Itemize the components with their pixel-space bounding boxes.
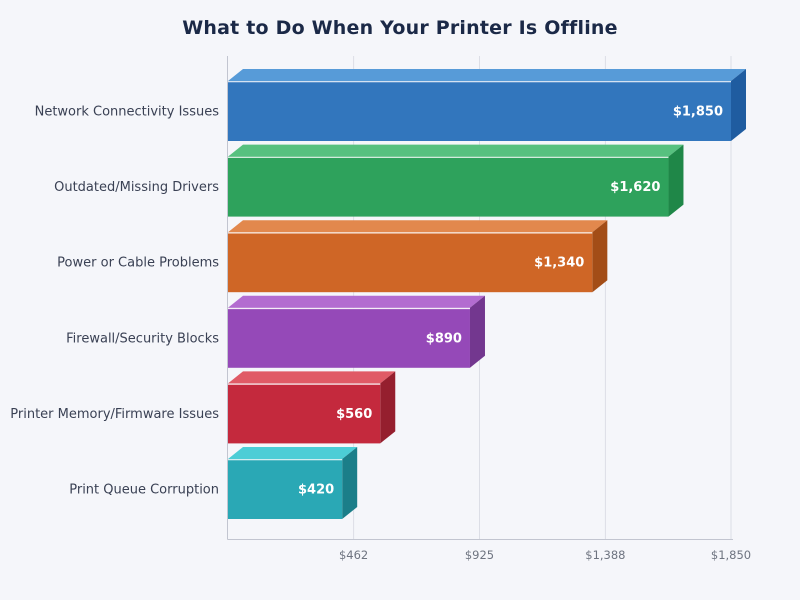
bar <box>228 232 593 293</box>
bar-value-label: $1,850 <box>673 105 723 120</box>
category-label: Outdated/Missing Drivers <box>54 180 219 195</box>
x-tick-label: $1,388 <box>585 548 625 562</box>
bar-side-face <box>469 295 485 368</box>
bar-top-face <box>228 220 608 233</box>
category-label: Firewall/Security Blocks <box>66 331 219 346</box>
bar-side-face <box>668 144 684 217</box>
bar-side-face <box>342 447 358 519</box>
category-label: Printer Memory/Firmware Issues <box>10 407 219 422</box>
category-label: Network Connectivity Issues <box>35 105 220 120</box>
x-tick-label: $925 <box>465 548 494 562</box>
bar <box>228 307 470 368</box>
bar-side-face <box>592 220 608 293</box>
chart-title: What to Do When Your Printer Is Offline <box>182 17 618 39</box>
bar-top-face <box>228 447 358 459</box>
bar-top-face <box>228 144 684 157</box>
bar-value-label: $890 <box>426 331 462 346</box>
bar-side-face <box>380 371 396 444</box>
bar-top-face <box>228 69 746 81</box>
bar-value-label: $560 <box>336 407 372 422</box>
x-tick-label: $1,850 <box>711 548 751 562</box>
category-label: Print Queue Corruption <box>69 483 219 498</box>
bar-top-face <box>228 371 396 384</box>
bar-side-face <box>731 69 746 141</box>
bar <box>228 459 343 519</box>
bar-value-label: $420 <box>298 483 334 498</box>
bar-value-label: $1,340 <box>534 256 584 271</box>
category-label: Power or Cable Problems <box>57 256 219 271</box>
bar-value-label: $1,620 <box>610 180 660 195</box>
bar-top-face <box>228 295 485 308</box>
x-tick-label: $462 <box>339 548 368 562</box>
bar <box>228 81 731 141</box>
bar <box>228 383 381 444</box>
bar <box>228 156 669 217</box>
